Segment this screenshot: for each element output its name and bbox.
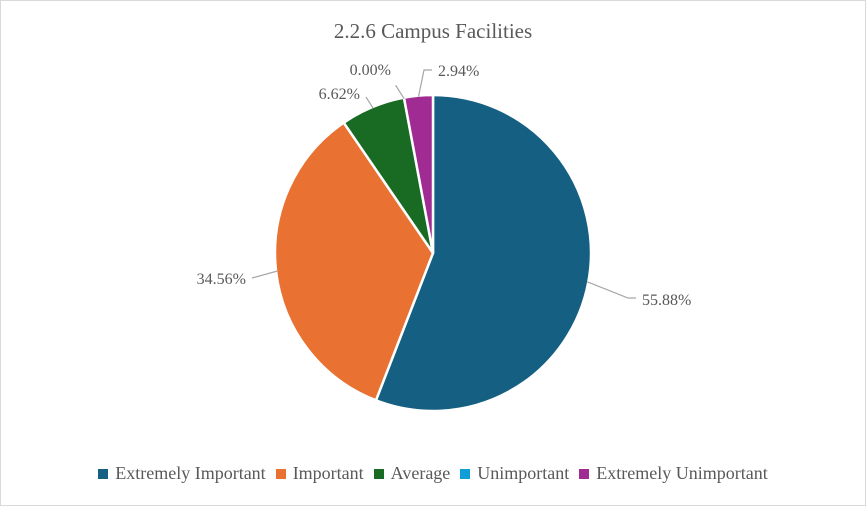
leader-line-extremely-unimportant — [417, 69, 432, 97]
legend-label-extremely-unimportant: Extremely Unimportant — [596, 463, 768, 483]
legend-swatch-average — [373, 468, 384, 479]
leader-line-average — [365, 96, 374, 109]
leader-line-unimportant — [394, 85, 405, 99]
data-label-extremely-unimportant: 2.94% — [438, 63, 479, 80]
chart-legend: Extremely Important Important Average Unimp… — [0, 463, 866, 484]
legend-item-average: Average — [373, 463, 451, 484]
data-label-average: 6.62% — [319, 86, 360, 103]
legend-item-extremely-important: Extremely Important — [98, 463, 266, 484]
legend-label-average: Average — [390, 463, 451, 483]
leader-line-extremely-important — [587, 281, 636, 299]
chart-title: 2.2.6 Campus Facilities — [334, 19, 532, 43]
legend-swatch-important — [275, 468, 286, 479]
legend-swatch-extremely-important — [98, 468, 109, 479]
data-label-unimportant: 0.00% — [350, 62, 391, 79]
legend-item-extremely-unimportant: Extremely Unimportant — [579, 463, 768, 484]
legend-item-unimportant: Unimportant — [460, 463, 569, 484]
legend-swatch-extremely-unimportant — [579, 468, 590, 479]
legend-label-important: Important — [292, 463, 364, 483]
legend-item-important: Important — [275, 463, 364, 484]
legend-swatch-unimportant — [460, 468, 471, 479]
data-label-important: 34.56% — [197, 271, 246, 288]
legend-label-extremely-important: Extremely Important — [115, 463, 266, 483]
leader-line-important — [251, 270, 278, 279]
legend-label-unimportant: Unimportant — [477, 463, 570, 483]
data-label-extremely-important: 55.88% — [642, 292, 691, 309]
